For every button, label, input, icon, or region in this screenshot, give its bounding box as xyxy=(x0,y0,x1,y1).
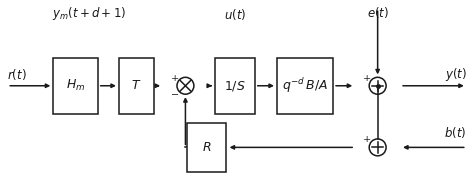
Text: $y(t)$: $y(t)$ xyxy=(445,66,467,83)
Text: $y_m(t+d+1)$: $y_m(t+d+1)$ xyxy=(52,5,127,22)
Bar xyxy=(118,58,154,114)
Text: +: + xyxy=(171,74,179,83)
Bar xyxy=(187,123,227,172)
Bar xyxy=(53,58,98,114)
Bar xyxy=(277,58,333,114)
Text: $H_m$: $H_m$ xyxy=(65,78,85,93)
Text: $e(t)$: $e(t)$ xyxy=(366,5,389,20)
Text: $b(t)$: $b(t)$ xyxy=(445,125,467,140)
Text: $q^{-d}\,B/A$: $q^{-d}\,B/A$ xyxy=(282,76,328,95)
Bar xyxy=(215,58,255,114)
Text: $r(t)$: $r(t)$ xyxy=(7,67,27,82)
Text: +: + xyxy=(363,74,371,83)
Text: $u(t)$: $u(t)$ xyxy=(224,7,246,22)
Text: $T$: $T$ xyxy=(131,79,141,92)
Text: +: + xyxy=(363,135,371,144)
Text: −: − xyxy=(171,91,179,100)
Text: $R$: $R$ xyxy=(202,141,211,154)
Text: $1/S$: $1/S$ xyxy=(224,79,246,93)
